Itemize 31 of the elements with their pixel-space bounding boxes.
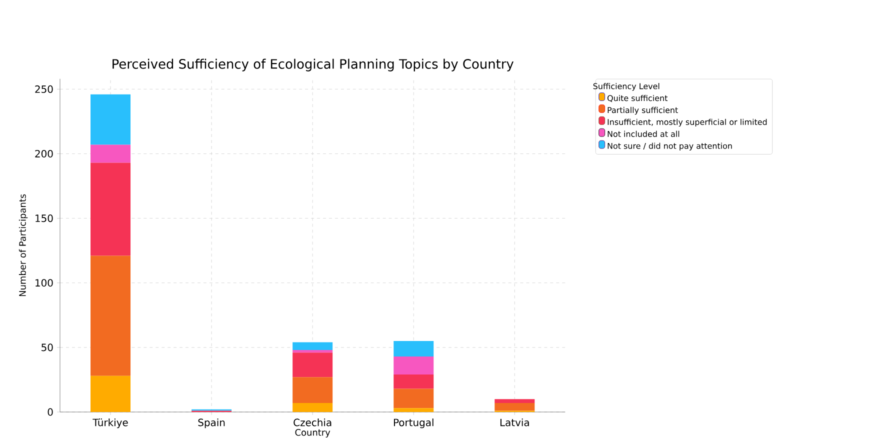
bar: [292, 352, 333, 378]
bar: [394, 374, 434, 389]
y-tick-label: 150: [36, 214, 53, 222]
y-tick-label: 50: [42, 344, 53, 352]
bar: [292, 342, 333, 350]
x-tick-label: Portugal: [394, 418, 434, 428]
x-tick-label: Spain: [198, 418, 225, 428]
y-tick-label: 250: [35, 85, 53, 93]
chart-title: Perceived Sufficiency of Ecological Planning Topics by Country: [112, 58, 514, 72]
bar: [394, 388, 434, 408]
y-axis-title: Number of Participants: [18, 194, 28, 296]
bar: [494, 402, 535, 411]
bar: [90, 256, 131, 376]
y-tick-label: 100: [36, 279, 53, 287]
bar: [90, 144, 131, 163]
y-tick-label: 200: [35, 150, 53, 158]
x-tick-label: Latvia: [500, 418, 529, 426]
bar: [90, 376, 131, 412]
x-tick-label: Türkiye: [92, 418, 128, 428]
y-tick-label: 0: [48, 408, 53, 416]
x-axis-title: Country: [295, 429, 330, 438]
bar: [494, 399, 535, 403]
bar: [394, 340, 434, 356]
x-tick-label: Czechia: [294, 418, 332, 426]
bar: [90, 94, 131, 145]
bar: [292, 350, 333, 353]
bar: [394, 408, 434, 412]
bar: [90, 162, 131, 256]
bar: [394, 356, 434, 375]
bar: [292, 377, 333, 403]
bar: [292, 402, 333, 412]
